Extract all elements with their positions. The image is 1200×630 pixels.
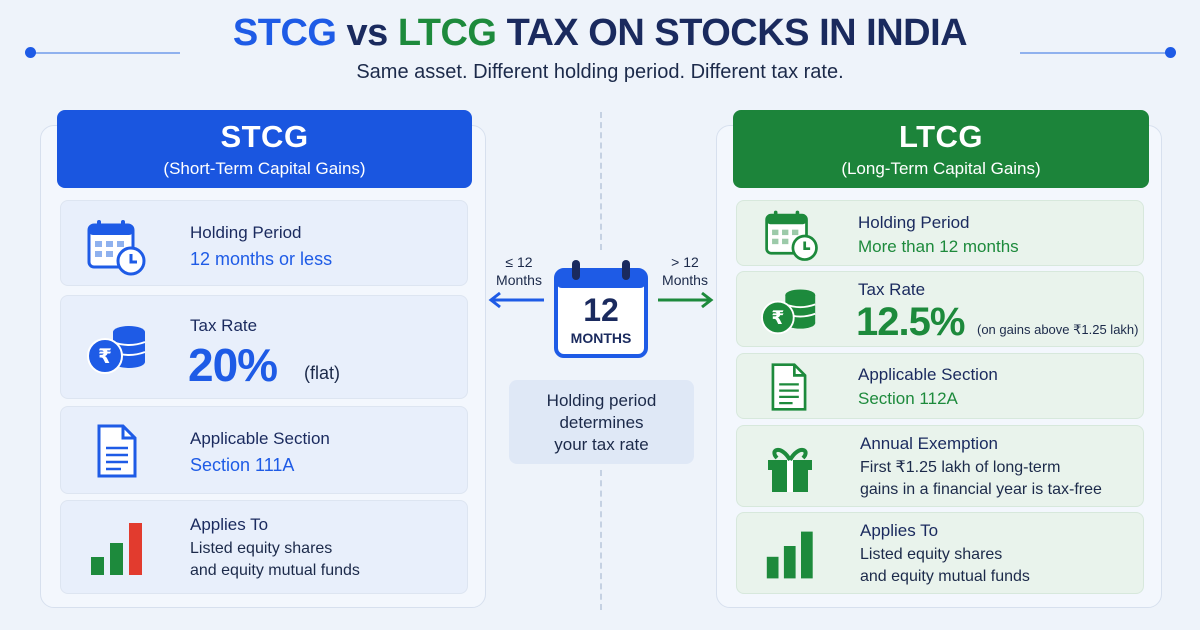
left-arrow-line1: ≤ 12 xyxy=(505,254,533,270)
stcg-applies-line2: and equity mutual funds xyxy=(190,562,360,579)
calendar-icon xyxy=(554,260,648,358)
arrow-left-icon xyxy=(488,291,544,309)
calendar-unit: MONTHS xyxy=(570,330,632,346)
bar-chart-icon xyxy=(91,523,142,575)
ltcg-subtitle: (Long-Term Capital Gains) xyxy=(841,159,1041,178)
page-subtitle: Same asset. Different holding period. Di… xyxy=(356,61,844,83)
center-divider-top xyxy=(600,112,602,250)
stcg-rate-note: (flat) xyxy=(304,363,340,383)
ltcg-title: LTCG xyxy=(898,119,984,154)
stcg-title: STCG xyxy=(220,119,309,154)
header-left-line xyxy=(30,52,180,54)
ltcg-applies-line1: Listed equity shares xyxy=(860,546,1003,563)
header-right-dot xyxy=(1165,47,1176,58)
ltcg-exemption-label: Annual Exemption xyxy=(860,434,998,453)
ltcg-holding-card: Holding Period More than 12 months xyxy=(736,200,1144,266)
stcg-holding-label: Holding Period xyxy=(190,223,302,242)
svg-text:₹: ₹ xyxy=(98,344,112,368)
document-icon xyxy=(97,424,137,478)
right-arrow-label: > 12 Months xyxy=(654,253,716,289)
ltcg-exemption-card: Annual Exemption First ₹1.25 lakh of lon… xyxy=(736,425,1144,507)
ltcg-rate-card: ₹ Tax Rate 12.5% (on gains above ₹1.25 l… xyxy=(736,271,1144,347)
center-note-line2: determines xyxy=(559,413,644,432)
stcg-rate-value: 20% xyxy=(188,339,278,391)
stcg-section-label: Applicable Section xyxy=(190,429,330,448)
calendar-clock-icon xyxy=(87,220,146,276)
header-right-line xyxy=(1020,52,1170,54)
stcg-applies-line1: Listed equity shares xyxy=(190,540,333,557)
header-left-dot xyxy=(25,47,36,58)
arrow-right-icon xyxy=(658,291,714,309)
center-note-line1: Holding period xyxy=(546,391,657,410)
ltcg-holding-value: More than 12 months xyxy=(858,237,1019,256)
ltcg-section-value: Section 112A xyxy=(858,389,958,408)
stcg-rate-label: Tax Rate xyxy=(190,316,258,335)
center-divider-bottom xyxy=(600,470,602,610)
calendar-number: 12 xyxy=(583,292,619,328)
ltcg-rate-note: (on gains above ₹1.25 lakh) xyxy=(977,322,1139,337)
rupee-coins-icon: ₹ xyxy=(761,289,816,335)
stcg-section-value: Section 111A xyxy=(190,455,295,475)
ltcg-rate-value: 12.5% xyxy=(856,300,965,344)
ltcg-exemption-line2: gains in a financial year is tax-free xyxy=(860,481,1102,498)
left-arrow-label: ≤ 12 Months xyxy=(488,253,550,289)
stcg-applies-card: Applies To Listed equity shares and equi… xyxy=(60,500,468,594)
stcg-holding-card: Holding Period 12 months or less xyxy=(60,200,468,286)
stcg-header: STCG (Short-Term Capital Gains) xyxy=(57,110,472,188)
stcg-rate-card: ₹ Tax Rate 20% (flat) xyxy=(60,295,468,399)
ltcg-exemption-line1: First ₹1.25 lakh of long-term xyxy=(860,459,1061,476)
ltcg-header: LTCG (Long-Term Capital Gains) xyxy=(733,110,1149,188)
left-arrow-line2: Months xyxy=(496,272,542,288)
center-note: Holding period determines your tax rate xyxy=(509,380,694,464)
right-arrow-line2: Months xyxy=(662,272,708,288)
ltcg-holding-label: Holding Period xyxy=(858,213,970,232)
rupee-coins-icon: ₹ xyxy=(87,326,146,374)
center-note-line3: your tax rate xyxy=(554,435,649,454)
title-stcg: STCG xyxy=(232,12,337,54)
title-rest: TAX ON STOCKS IN INDIA xyxy=(506,12,968,54)
svg-text:₹: ₹ xyxy=(771,308,784,329)
document-icon xyxy=(771,363,807,411)
ltcg-applies-label: Applies To xyxy=(860,521,939,540)
title-ltcg: LTCG xyxy=(397,12,497,54)
right-arrow-line1: > 12 xyxy=(671,254,699,270)
bar-chart-icon xyxy=(766,531,813,579)
page-title: STCG vs LTCG TAX ON STOCKS IN INDIA xyxy=(0,12,1200,55)
stcg-applies-label: Applies To xyxy=(190,515,269,534)
stcg-section-card: Applicable Section Section 111A xyxy=(60,406,468,494)
ltcg-applies-line2: and equity mutual funds xyxy=(860,568,1030,585)
ltcg-rate-label: Tax Rate xyxy=(858,280,926,299)
ltcg-applies-card: Applies To Listed equity shares and equi… xyxy=(736,512,1144,594)
gift-icon xyxy=(768,448,812,492)
calendar-clock-icon xyxy=(765,210,818,261)
ltcg-section-card: Applicable Section Section 112A xyxy=(736,353,1144,419)
stcg-subtitle: (Short-Term Capital Gains) xyxy=(163,159,366,178)
title-vs: vs xyxy=(346,12,389,54)
stcg-holding-value: 12 months or less xyxy=(190,249,333,269)
ltcg-section-label: Applicable Section xyxy=(858,365,998,384)
